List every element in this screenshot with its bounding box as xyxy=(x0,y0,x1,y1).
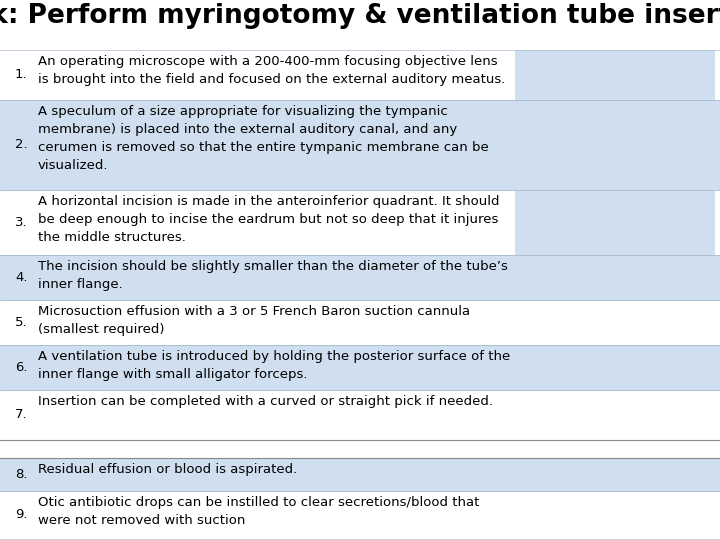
Text: A horizontal incision is made in the anteroinferior quadrant. It should
be deep : A horizontal incision is made in the ant… xyxy=(38,195,500,244)
Text: A ventilation tube is introduced by holding the posterior surface of the
inner f: A ventilation tube is introduced by hold… xyxy=(38,350,510,381)
Text: 2.: 2. xyxy=(15,138,27,152)
Text: 1.: 1. xyxy=(15,69,27,82)
Text: 3.: 3. xyxy=(15,216,27,229)
Bar xyxy=(0,50,720,100)
Text: Otic antibiotic drops can be instilled to clear secretions/blood that
were not r: Otic antibiotic drops can be instilled t… xyxy=(38,496,480,527)
Bar xyxy=(0,190,720,255)
Text: 5.: 5. xyxy=(15,316,27,329)
Text: 8.: 8. xyxy=(15,468,27,481)
Text: A speculum of a size appropriate for visualizing the tympanic
membrane) is place: A speculum of a size appropriate for vis… xyxy=(38,105,489,172)
Text: 9.: 9. xyxy=(15,509,27,522)
Bar xyxy=(515,100,715,190)
Bar xyxy=(515,50,715,100)
Text: 6.: 6. xyxy=(15,361,27,374)
Text: 7.: 7. xyxy=(15,408,27,422)
Text: Microsuction effusion with a 3 or 5 French Baron suction cannula
(smallest requi: Microsuction effusion with a 3 or 5 Fren… xyxy=(38,305,470,336)
Text: An operating microscope with a 200-400-mm focusing objective lens
is brought int: An operating microscope with a 200-400-m… xyxy=(38,55,505,86)
Bar xyxy=(0,100,720,190)
Text: Residual effusion or blood is aspirated.: Residual effusion or blood is aspirated. xyxy=(38,463,297,476)
Text: Insertion can be completed with a curved or straight pick if needed.: Insertion can be completed with a curved… xyxy=(38,395,493,408)
Bar xyxy=(0,458,720,491)
Bar xyxy=(0,491,720,539)
Bar xyxy=(0,300,720,345)
Bar xyxy=(515,190,715,255)
Bar xyxy=(0,345,720,390)
Bar xyxy=(0,390,720,440)
Bar xyxy=(0,255,720,300)
Text: 4.: 4. xyxy=(15,271,27,284)
Text: The incision should be slightly smaller than the diameter of the tube’s
inner fl: The incision should be slightly smaller … xyxy=(38,260,508,291)
Bar xyxy=(515,255,715,300)
Text: Task: Perform myringotomy & ventilation tube insertion: Task: Perform myringotomy & ventilation … xyxy=(0,3,720,29)
